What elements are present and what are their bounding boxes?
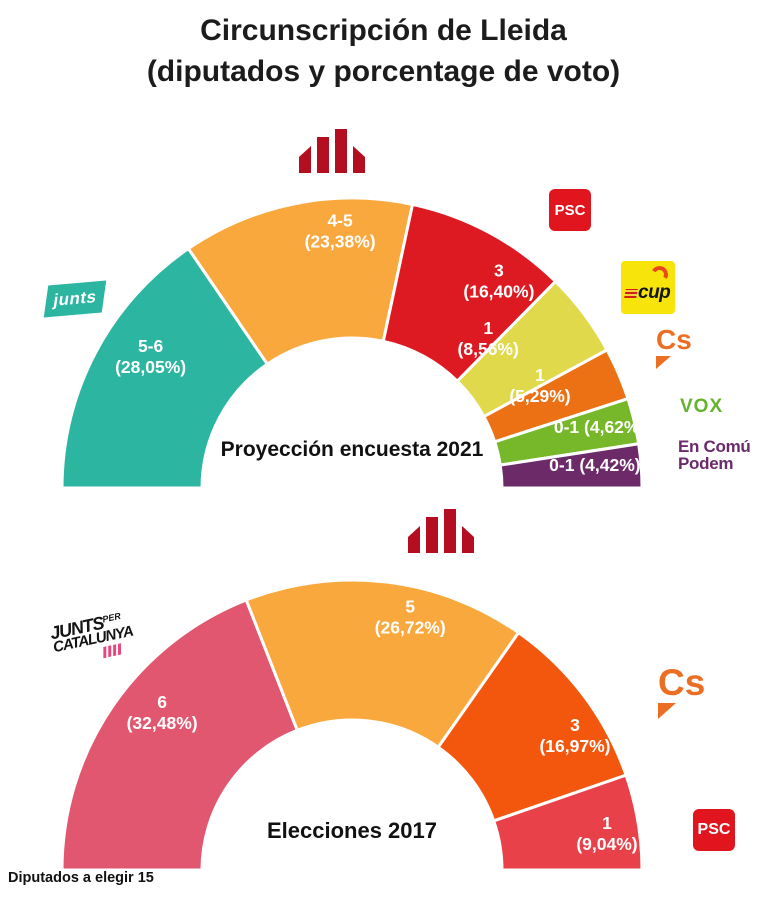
senyera-flag-icon [624,288,638,298]
chart-title-2017: Elecciones 2017 [266,818,437,843]
segment-junts [60,246,270,490]
segment-erc [244,578,521,750]
segment-label-cup: 1 (8,56%) [458,318,519,359]
erc-logo-icon [299,129,365,173]
segment-label-junts: 5-6 (28,05%) [115,336,186,377]
vox-logo: VOX [680,396,724,417]
cs-tail-icon [656,356,671,369]
segment-en-com-podem [498,442,644,490]
psc-logo: PSC [549,189,591,231]
segment-label-cs: 1 (5,29%) [509,365,570,406]
cup-logo: cup [621,261,675,314]
cup-logo-label: cup [638,282,671,303]
segment-label-junts-per-catalunya: 6 (32,48%) [127,692,198,733]
segment-label-psc: 3 (16,40%) [463,261,534,302]
segment-label-cs: 3 (16,97%) [539,715,610,756]
segment-label-erc: 4-5 (23,38%) [305,210,376,251]
page-title-line1: Circunscripción de Lleida [200,14,567,47]
ecp-logo-line1: En Comú [678,437,751,456]
segment-junts-per-catalunya [60,598,300,872]
cs-tail-icon [658,703,676,719]
cs-logo-label: Cs [656,324,692,355]
page-title: Circunscripción de Lleida (diputados y p… [0,10,767,92]
seats-footnote: Diputados a elegir 15 [8,870,154,886]
page-title-line2: (diputados y porcentage de voto) [146,55,621,88]
segment-label-psc: 1 (9,04%) [576,813,637,854]
jxcat-per-label: PER [101,610,122,625]
ecp-logo-line2: Podem [678,454,734,473]
en-comu-podem-logo: En Comú Podem [678,438,751,472]
junts-logo-label: junts [52,287,98,310]
cs-logo-label: Cs [658,662,706,703]
segment-label-erc: 5 (26,72%) [375,597,446,638]
elections-2017-half-donut-chart: 6 (32,48%) 5 (26,72%) 3 (16,97%) 1 (9,04%) [60,578,644,872]
ciudadanos-logo: Cs [656,326,692,369]
junts-logo: junts [43,280,107,318]
chart-title-2021: Proyección encuesta 2021 [220,438,484,461]
segment-erc [186,196,415,367]
ciudadanos-logo: Cs [658,664,705,719]
projection-2021-half-donut-chart: 5-6 (28,05%) 4-5 (23,38%) 3 (16,40%) 1 (8,56%) 1… [60,196,645,490]
psc-logo: PSC [693,809,735,851]
segment-label-vox: 0-1 (4,62%) [554,417,645,437]
segment-psc [491,773,644,872]
segment-label-en-com-podem: 0-1 (4,42%) [549,455,640,475]
erc-logo-icon [408,509,474,553]
